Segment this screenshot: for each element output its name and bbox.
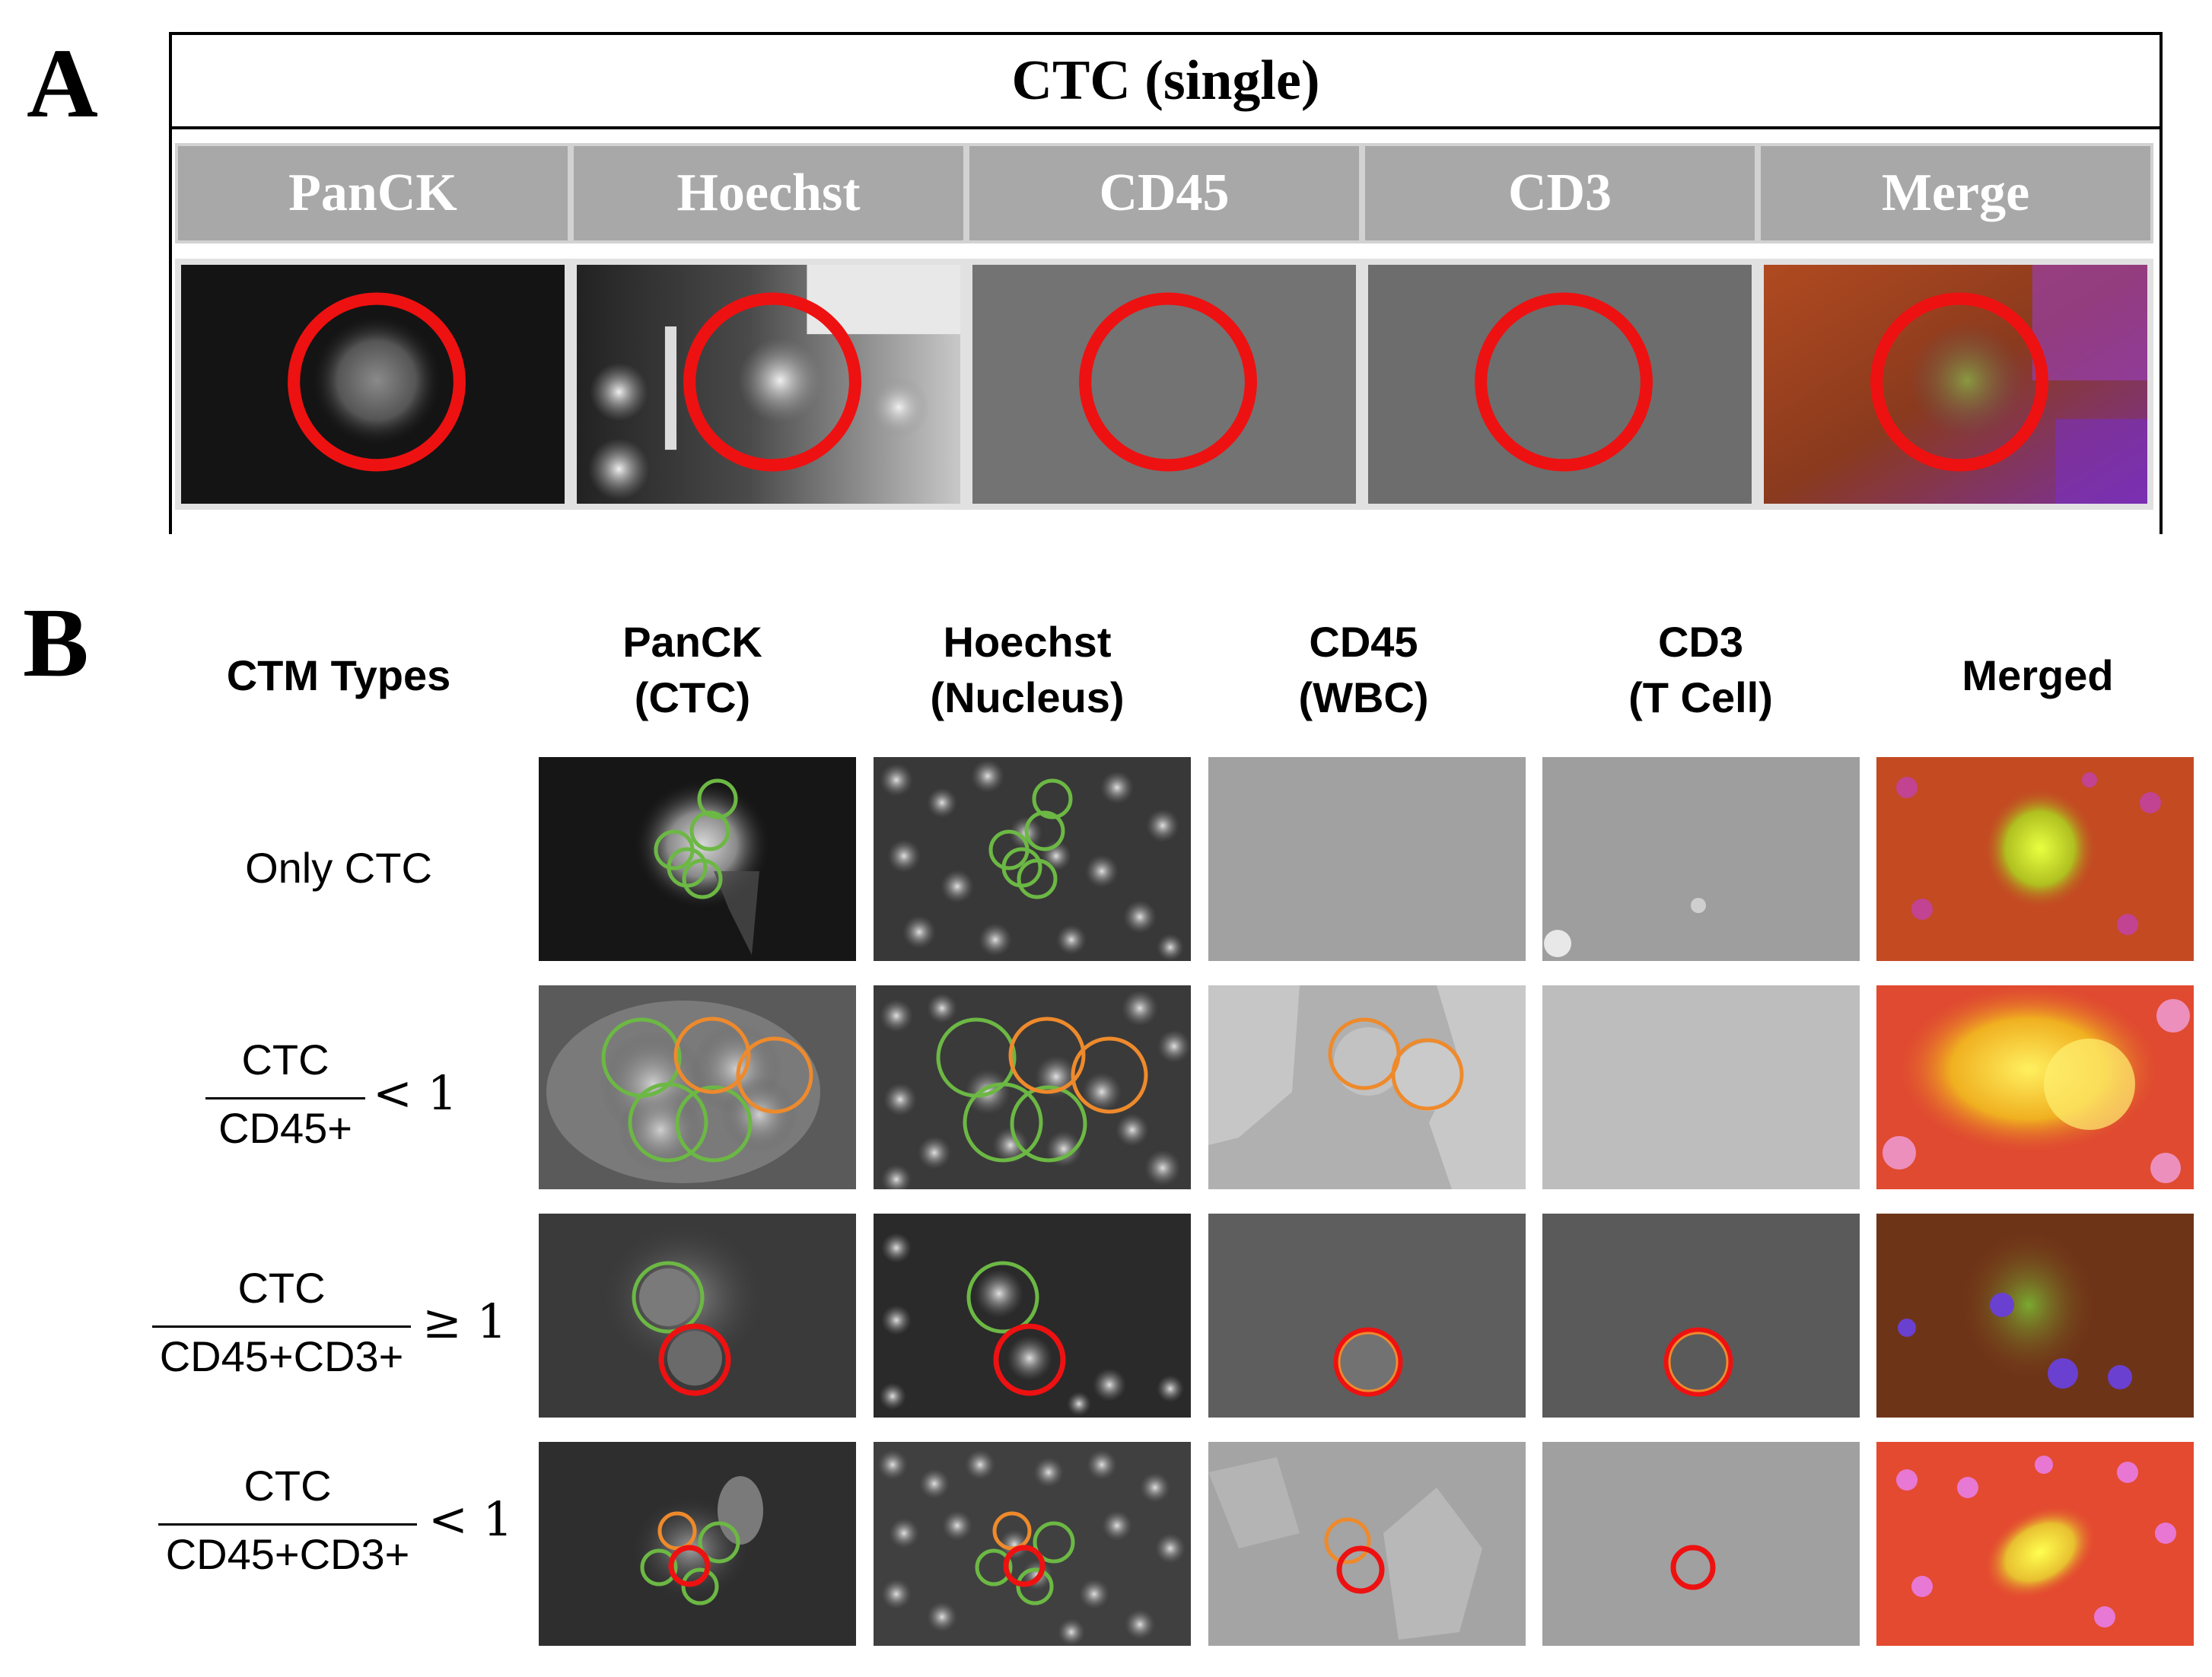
a-red-marker: [288, 292, 466, 472]
b-image-r3-hoechst: [874, 1214, 1191, 1418]
panel-letter-b: B: [23, 588, 89, 698]
panel-letter-a: A: [27, 29, 98, 138]
b-image-r1-cd45: [1208, 757, 1526, 961]
b-row-label-ctc-cd45: CTC CD45+ < 1: [183, 1035, 502, 1187]
a-red-marker: [1079, 292, 1257, 472]
b-image-r3-cd3: [1542, 1214, 1860, 1418]
b-image-r4-merged: [1876, 1442, 2194, 1646]
b-col-header-panck: PanCK (CTC): [622, 618, 762, 721]
a-red-marker: [1870, 292, 2048, 472]
b-image-r1-cd3: [1542, 757, 1860, 961]
b-row-header: CTM Types: [226, 651, 451, 699]
a-image-hoechst: [571, 259, 966, 510]
a-red-marker: [683, 292, 861, 472]
b-image-r3-cd45: [1208, 1214, 1526, 1418]
a-header-merge: Merge: [1758, 143, 2153, 243]
b-image-r4-hoechst: [874, 1442, 1191, 1646]
panel-a-title: CTC (single): [1011, 49, 1320, 112]
b-image-r2-panck: [539, 985, 856, 1189]
b-image-r4-panck: [539, 1442, 856, 1646]
b-image-r2-cd45: [1208, 985, 1526, 1189]
a-image-cd3: [1362, 259, 1758, 510]
b-image-r4-cd45: [1208, 1442, 1526, 1646]
b-image-r2-hoechst: [874, 985, 1191, 1189]
b-image-r1-panck: [539, 757, 856, 961]
b-image-r4-cd3: [1542, 1442, 1860, 1646]
a-image-merge: [1758, 259, 2153, 510]
a-image-panck: [175, 259, 571, 510]
b-image-r1-hoechst: [874, 757, 1191, 961]
b-col-header-hoechst: Hoechst (Nucleus): [930, 618, 1125, 721]
a-header-hoechst: Hoechst: [571, 143, 966, 243]
a-header-cd3: CD3: [1362, 143, 1758, 243]
b-image-r1-merged: [1876, 757, 2194, 961]
b-row-label-only-ctc: Only CTC: [245, 844, 432, 892]
b-image-r2-cd3: [1542, 985, 1860, 1189]
a-red-marker: [1475, 292, 1653, 472]
b-image-r2-merged: [1876, 985, 2194, 1189]
b-image-r3-panck: [539, 1214, 856, 1418]
a-header-panck: PanCK: [175, 143, 571, 243]
a-header-cd45: CD45: [966, 143, 1362, 243]
a-image-cd45: [966, 259, 1362, 510]
b-col-header-merged: Merged: [1962, 651, 2114, 699]
b-col-header-cd45: CD45 (WBC): [1298, 618, 1429, 721]
b-row-label-ctc-cd45cd3-lt: CTC CD45+CD3+ < 1: [158, 1461, 516, 1613]
panel-a-frame: [169, 32, 2163, 534]
b-image-r3-merged: [1876, 1214, 2194, 1418]
b-col-header-cd3: CD3 (T Cell): [1628, 618, 1773, 721]
b-row-label-ctc-cd45cd3-ge: CTC CD45+CD3+ ≥ 1: [152, 1263, 510, 1415]
